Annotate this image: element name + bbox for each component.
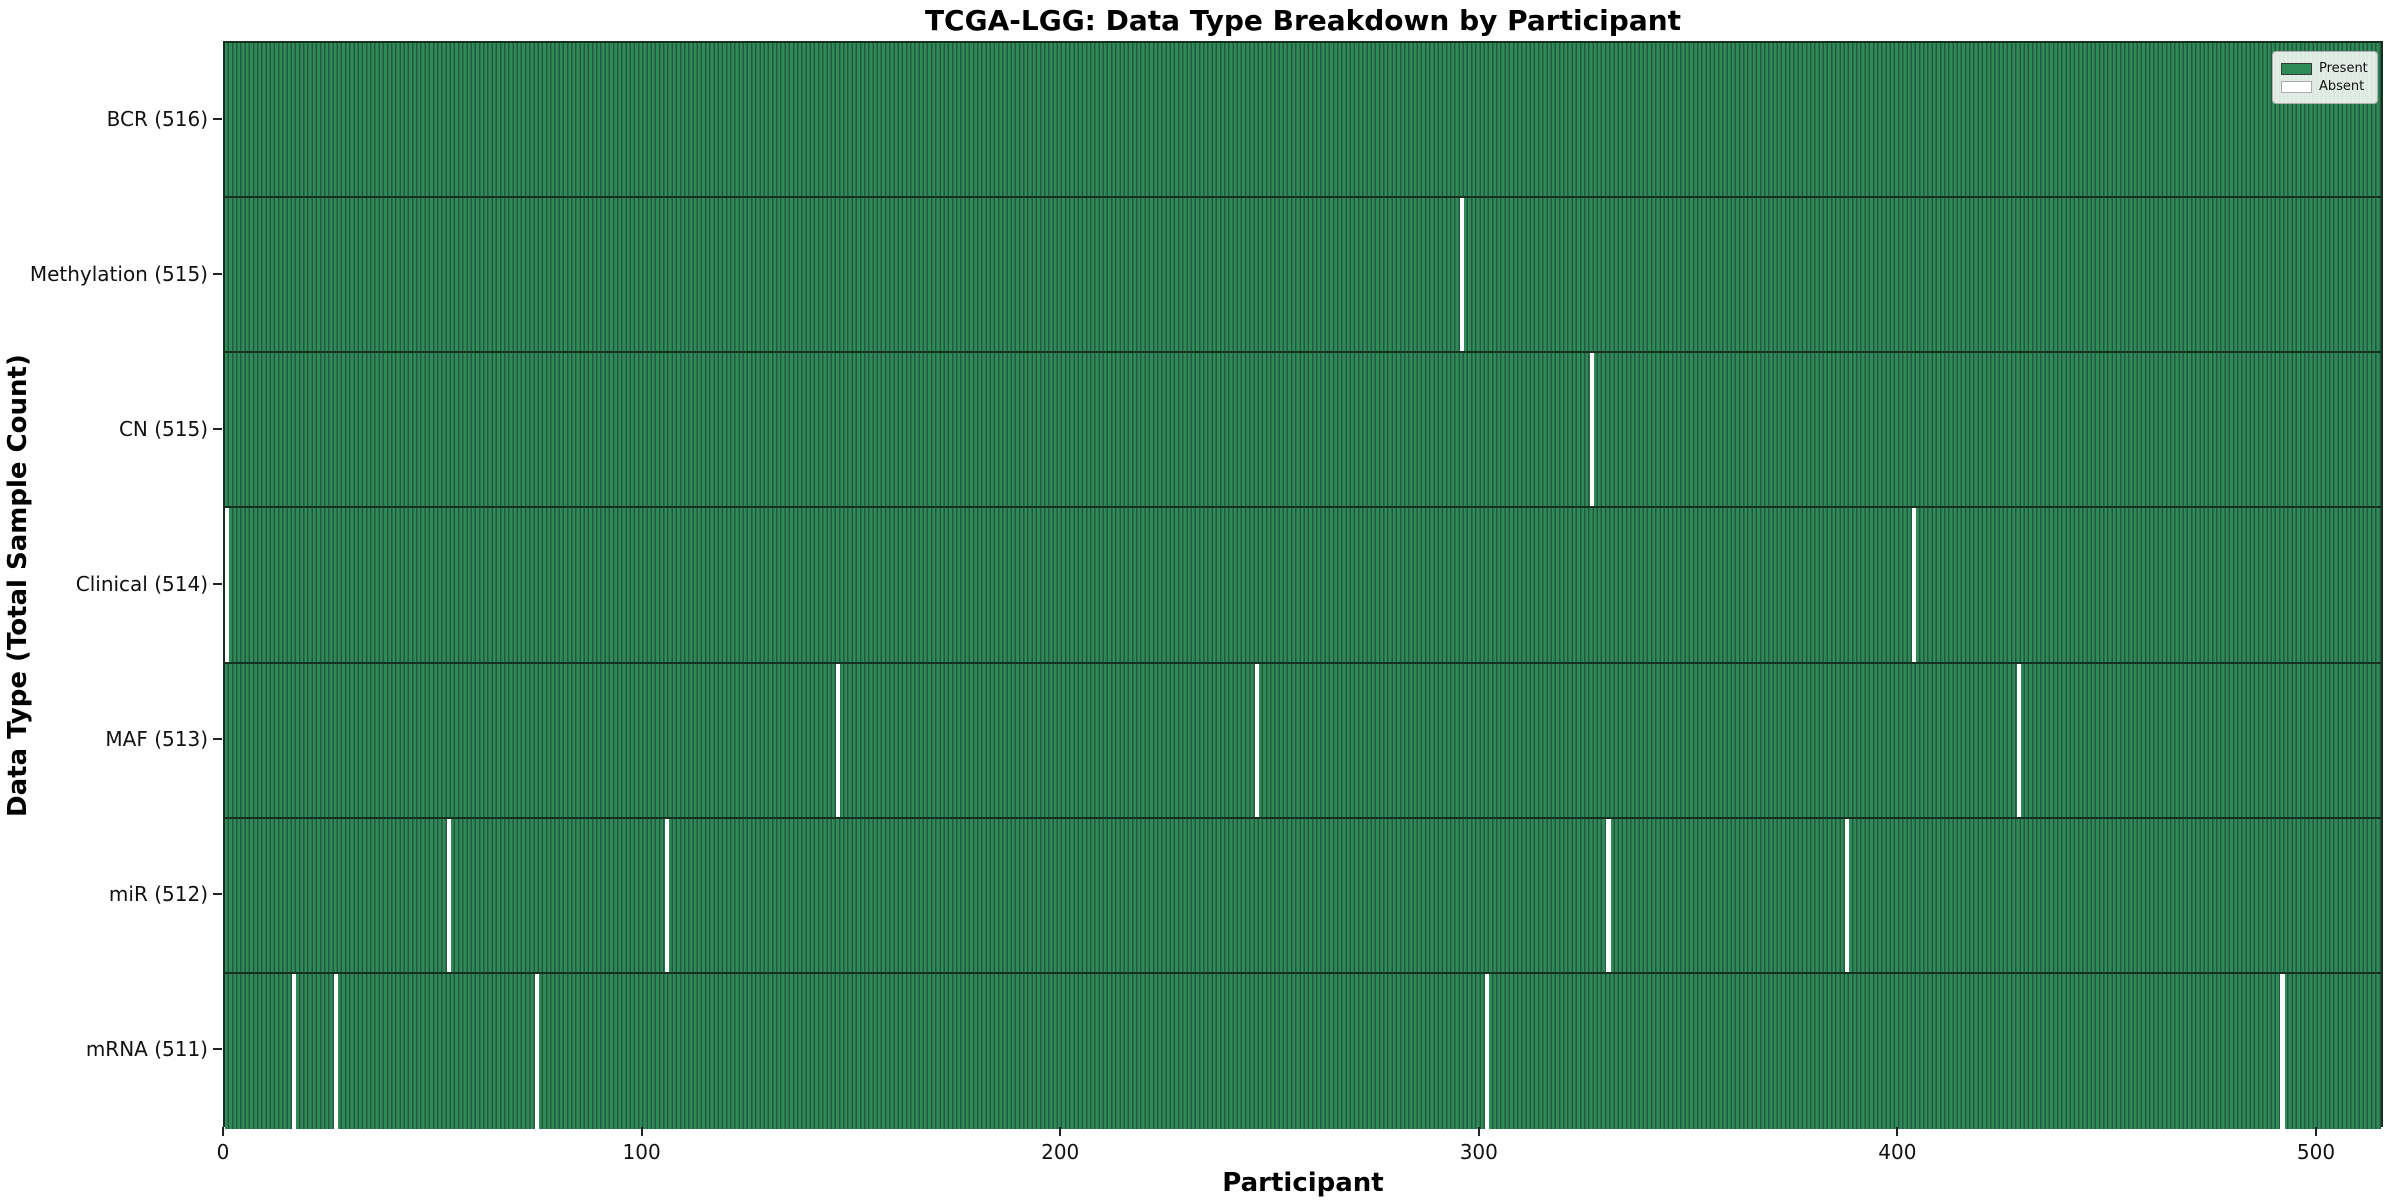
heatmap-row-CN — [225, 353, 2381, 509]
absent-gap-miR-53 — [446, 818, 452, 972]
x-tick-mark — [222, 1127, 224, 1136]
x-tick-label-500: 500 — [2296, 1140, 2336, 1164]
chart-title: TCGA-LGG: Data Type Breakdown by Partici… — [924, 4, 1682, 37]
legend-entry-present: Present — [2281, 61, 2369, 76]
x-tick-label-100: 100 — [622, 1140, 661, 1164]
absent-gap-mRNA-16 — [291, 973, 297, 1129]
y-tick-label-mRNA: mRNA (511) — [85, 1037, 208, 1062]
absent-gap-mRNA-74 — [534, 973, 539, 1129]
absent-gap-MAF-246 — [1254, 663, 1259, 817]
absent-gap-Clinical-0 — [225, 508, 230, 662]
heatmap-row-miR — [225, 818, 2381, 974]
absent-gap-MAF-428 — [2016, 663, 2021, 817]
y-tick-mark — [213, 272, 222, 275]
absent-gap-mRNA-301 — [1485, 973, 1490, 1129]
x-axis-label: Participant — [1222, 1168, 1384, 1198]
heatmap-row-mRNA — [225, 973, 2381, 1129]
x-tick-label-400: 400 — [1878, 1140, 1917, 1164]
x-tick-mark — [1477, 1127, 1480, 1136]
y-tick-mark — [213, 117, 222, 120]
heatmap-row-Methylation — [225, 198, 2381, 354]
heatmap-row-BCR — [225, 43, 2381, 199]
y-tick-label-Clinical: Clinical (514) — [75, 572, 208, 596]
x-tick-mark — [1896, 1127, 1899, 1136]
legend-entry-absent: Absent — [2281, 79, 2369, 94]
legend-swatch-absent-icon — [2281, 80, 2312, 93]
absent-gap-miR-387 — [1845, 818, 1850, 972]
absent-gap-mRNA-491 — [2280, 973, 2285, 1129]
legend-swatch-present-icon — [2281, 62, 2312, 75]
x-tick-mark — [640, 1127, 643, 1136]
y-tick-mark — [213, 738, 222, 741]
x-tick-label-0: 0 — [216, 1140, 230, 1164]
absent-gap-Clinical-403 — [1911, 508, 1917, 662]
legend-label-present: Present — [2319, 61, 2368, 76]
plot-area — [223, 41, 2383, 1129]
legend: Present Absent — [2272, 51, 2378, 104]
y-tick-label-miR: miR (512) — [108, 882, 208, 907]
x-tick-label-300: 300 — [1459, 1140, 1498, 1164]
y-tick-mark — [213, 427, 222, 430]
absent-gap-miR-330 — [1606, 818, 1611, 972]
y-tick-label-CN: CN (515) — [118, 416, 208, 441]
x-tick-label-200: 200 — [1041, 1140, 1080, 1164]
y-tick-mark — [213, 583, 222, 585]
y-tick-mark — [213, 1048, 222, 1051]
y-tick-label-Methylation: Methylation (515) — [29, 261, 208, 286]
x-tick-mark — [2315, 1127, 2317, 1136]
y-tick-label-MAF: MAF (513) — [105, 727, 208, 752]
heatmap-row-Clinical — [225, 508, 2381, 664]
y-tick-mark — [213, 893, 222, 896]
absent-gap-miR-105 — [664, 818, 669, 972]
x-tick-mark — [1059, 1127, 1062, 1136]
absent-gap-mRNA-26 — [333, 973, 339, 1129]
absent-gap-CN-326 — [1589, 353, 1594, 507]
legend-label-absent: Absent — [2319, 79, 2365, 94]
heatmap-row-MAF — [225, 663, 2381, 819]
absent-gap-MAF-146 — [836, 663, 841, 817]
y-tick-label-BCR: BCR (516) — [106, 106, 208, 131]
absent-gap-Methylation-295 — [1459, 198, 1465, 352]
